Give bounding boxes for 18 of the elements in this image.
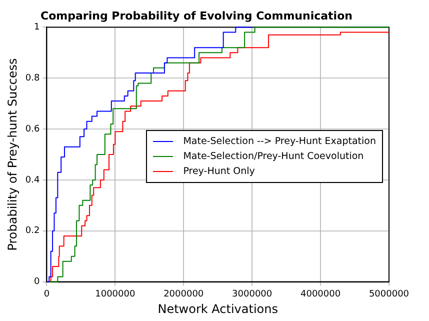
y-tick-label: 0 <box>34 277 40 288</box>
x-axis-title: Network Activations <box>158 302 278 316</box>
y-tick-label: 1 <box>34 22 40 33</box>
x-tick-label: 3000000 <box>232 290 272 300</box>
x-tick-label: 0 <box>44 290 50 300</box>
chart-title: Comparing Probability of Evolving Communication <box>40 9 352 22</box>
x-tick-label: 2000000 <box>164 290 204 300</box>
x-tick-label: 4000000 <box>300 290 341 300</box>
y-tick-label: 0.6 <box>25 124 40 134</box>
legend-label: Mate-Selection/Prey-Hunt Coevolution <box>183 150 364 164</box>
y-tick-label: 0.4 <box>25 175 40 186</box>
legend-label: Mate-Selection --> Prey-Hunt Exaptation <box>183 134 376 148</box>
legend-label: Prey-Hunt Only <box>183 164 255 178</box>
y-axis-title: Probability of Prey-hunt Success <box>5 58 20 251</box>
x-tick-label: 5000000 <box>368 290 410 300</box>
y-tick-label: 0.2 <box>25 226 40 236</box>
x-tick-label: 1000000 <box>95 290 136 300</box>
y-tick-label: 0.8 <box>25 73 40 84</box>
